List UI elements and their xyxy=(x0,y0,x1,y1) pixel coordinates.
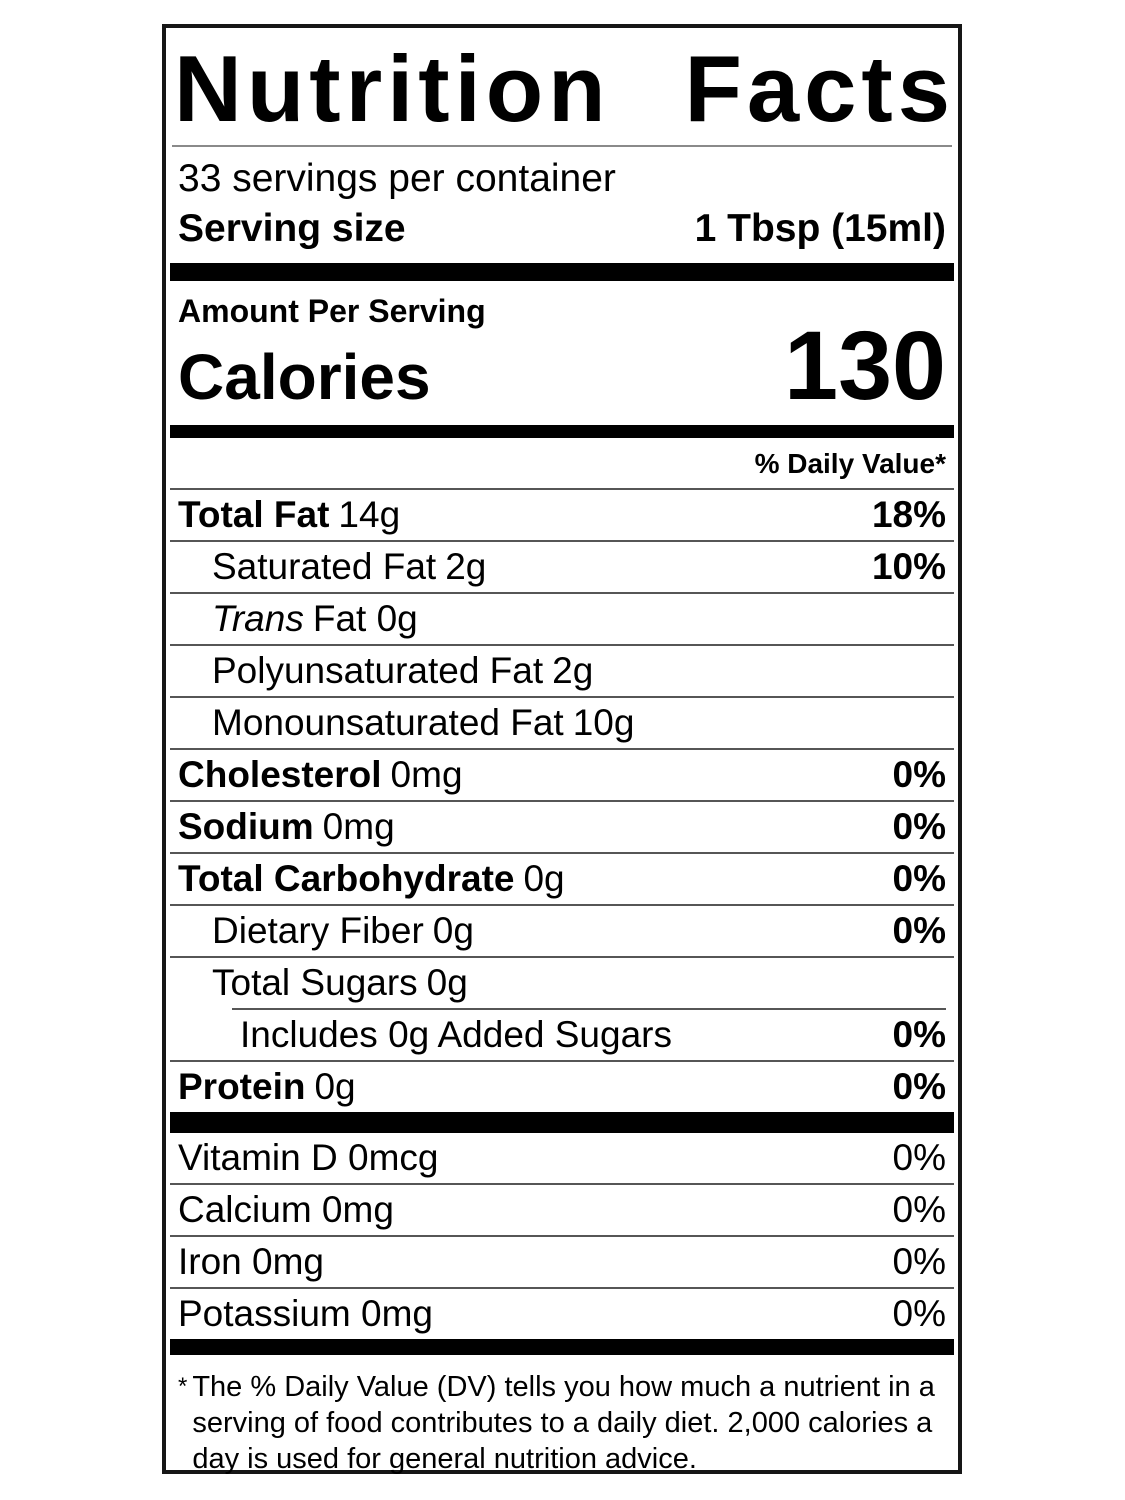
serving-size-row: Serving size 1 Tbsp (15ml) xyxy=(170,201,954,263)
nutrient-name: Protein 0g xyxy=(178,1066,356,1107)
nutrient-name: Monounsaturated Fat 10g xyxy=(212,702,635,743)
nutrient-dv: 0% xyxy=(892,910,946,951)
vitamin-name: Potassium 0mg xyxy=(178,1293,433,1334)
nutrient-row-protein: Protein 0g 0% xyxy=(170,1060,954,1112)
label-title: Nutrition Facts xyxy=(170,28,954,136)
nutrient-row-sodium: Sodium 0mg 0% xyxy=(170,800,954,852)
nutrient-dv: 10% xyxy=(871,546,946,587)
title-word-facts: Facts xyxy=(684,36,955,141)
nutrient-dv: 0% xyxy=(892,1066,946,1107)
vitamin-row-calcium: Calcium 0mg 0% xyxy=(170,1183,954,1235)
vitamin-dv: 0% xyxy=(892,1241,946,1282)
nutrient-name: Sodium 0mg xyxy=(178,806,395,847)
amount-per-serving-label: Amount Per Serving xyxy=(178,293,486,329)
nutrient-name: Saturated Fat 2g xyxy=(212,546,487,587)
nutrient-row-monounsaturated-fat: Monounsaturated Fat 10g xyxy=(170,696,954,748)
section-bar-bottom xyxy=(170,1339,954,1355)
vitamin-row-iron: Iron 0mg 0% xyxy=(170,1235,954,1287)
daily-value-footnote: * The % Daily Value (DV) tells you how m… xyxy=(170,1355,954,1477)
nutrient-name: Polyunsaturated Fat 2g xyxy=(212,650,594,691)
nutrient-row-total-fat: Total Fat 14g 18% xyxy=(170,488,954,540)
daily-value-header: % Daily Value* xyxy=(754,448,946,479)
nutrient-row-added-sugars: Includes 0g Added Sugars 0% xyxy=(170,1008,954,1060)
nutrient-dv: 0% xyxy=(892,858,946,899)
nutrient-row-total-carbohydrate: Total Carbohydrate 0g 0% xyxy=(170,852,954,904)
nutrient-row-cholesterol: Cholesterol 0mg 0% xyxy=(170,748,954,800)
vitamin-name: Calcium 0mg xyxy=(178,1189,394,1230)
vitamin-dv: 0% xyxy=(892,1137,946,1178)
nutrient-row-trans-fat: Trans Fat 0g xyxy=(170,592,954,644)
nutrient-name: Total Sugars 0g xyxy=(212,962,468,1003)
vitamin-dv: 0% xyxy=(892,1189,946,1230)
nutrient-row-polyunsaturated-fat: Polyunsaturated Fat 2g xyxy=(170,644,954,696)
section-bar-top xyxy=(170,263,954,281)
calories-row: Calories 130 xyxy=(170,311,954,425)
serving-size-label: Serving size xyxy=(178,207,406,250)
nutrient-row-dietary-fiber: Dietary Fiber 0g 0% xyxy=(170,904,954,956)
section-bar-protein xyxy=(170,1112,954,1133)
nutrient-name: Includes 0g Added Sugars xyxy=(240,1014,672,1055)
nutrient-name: Trans Fat 0g xyxy=(212,598,418,639)
nutrient-dv: 0% xyxy=(892,1014,946,1055)
calories-label: Calories xyxy=(178,341,431,413)
servings-per-container: 33 servings per container xyxy=(178,157,616,200)
footnote-text: The % Daily Value (DV) tells you how muc… xyxy=(192,1371,935,1475)
title-divider xyxy=(172,145,952,147)
nutrient-name: Total Carbohydrate 0g xyxy=(178,858,565,899)
nutrient-dv: 18% xyxy=(871,494,946,535)
nutrient-dv: 0% xyxy=(892,806,946,847)
title-word-nutrition: Nutrition xyxy=(174,36,611,141)
nutrient-dv: 0% xyxy=(892,754,946,795)
vitamin-name: Vitamin D 0mcg xyxy=(178,1137,439,1178)
calories-value: 130 xyxy=(784,311,946,420)
footnote-asterisk: * xyxy=(178,1373,188,1400)
vitamin-row-vitamin-d: Vitamin D 0mcg 0% xyxy=(170,1133,954,1183)
nutrient-name: Dietary Fiber 0g xyxy=(212,910,474,951)
serving-size-value: 1 Tbsp (15ml) xyxy=(694,207,946,250)
nutrient-name: Total Fat 14g xyxy=(178,494,401,535)
added-sugars-inset: Includes 0g Added Sugars 0% xyxy=(232,1008,946,1060)
nutrient-row-saturated-fat: Saturated Fat 2g 10% xyxy=(170,540,954,592)
nutrient-name: Cholesterol 0mg xyxy=(178,754,463,795)
nutrient-row-total-sugars: Total Sugars 0g xyxy=(170,956,954,1008)
nutrition-facts-label: Nutrition Facts 33 servings per containe… xyxy=(162,24,962,1477)
section-bar-calories xyxy=(170,425,954,438)
vitamin-row-potassium: Potassium 0mg 0% xyxy=(170,1287,954,1339)
vitamin-dv: 0% xyxy=(892,1293,946,1334)
vitamin-name: Iron 0mg xyxy=(178,1241,325,1282)
